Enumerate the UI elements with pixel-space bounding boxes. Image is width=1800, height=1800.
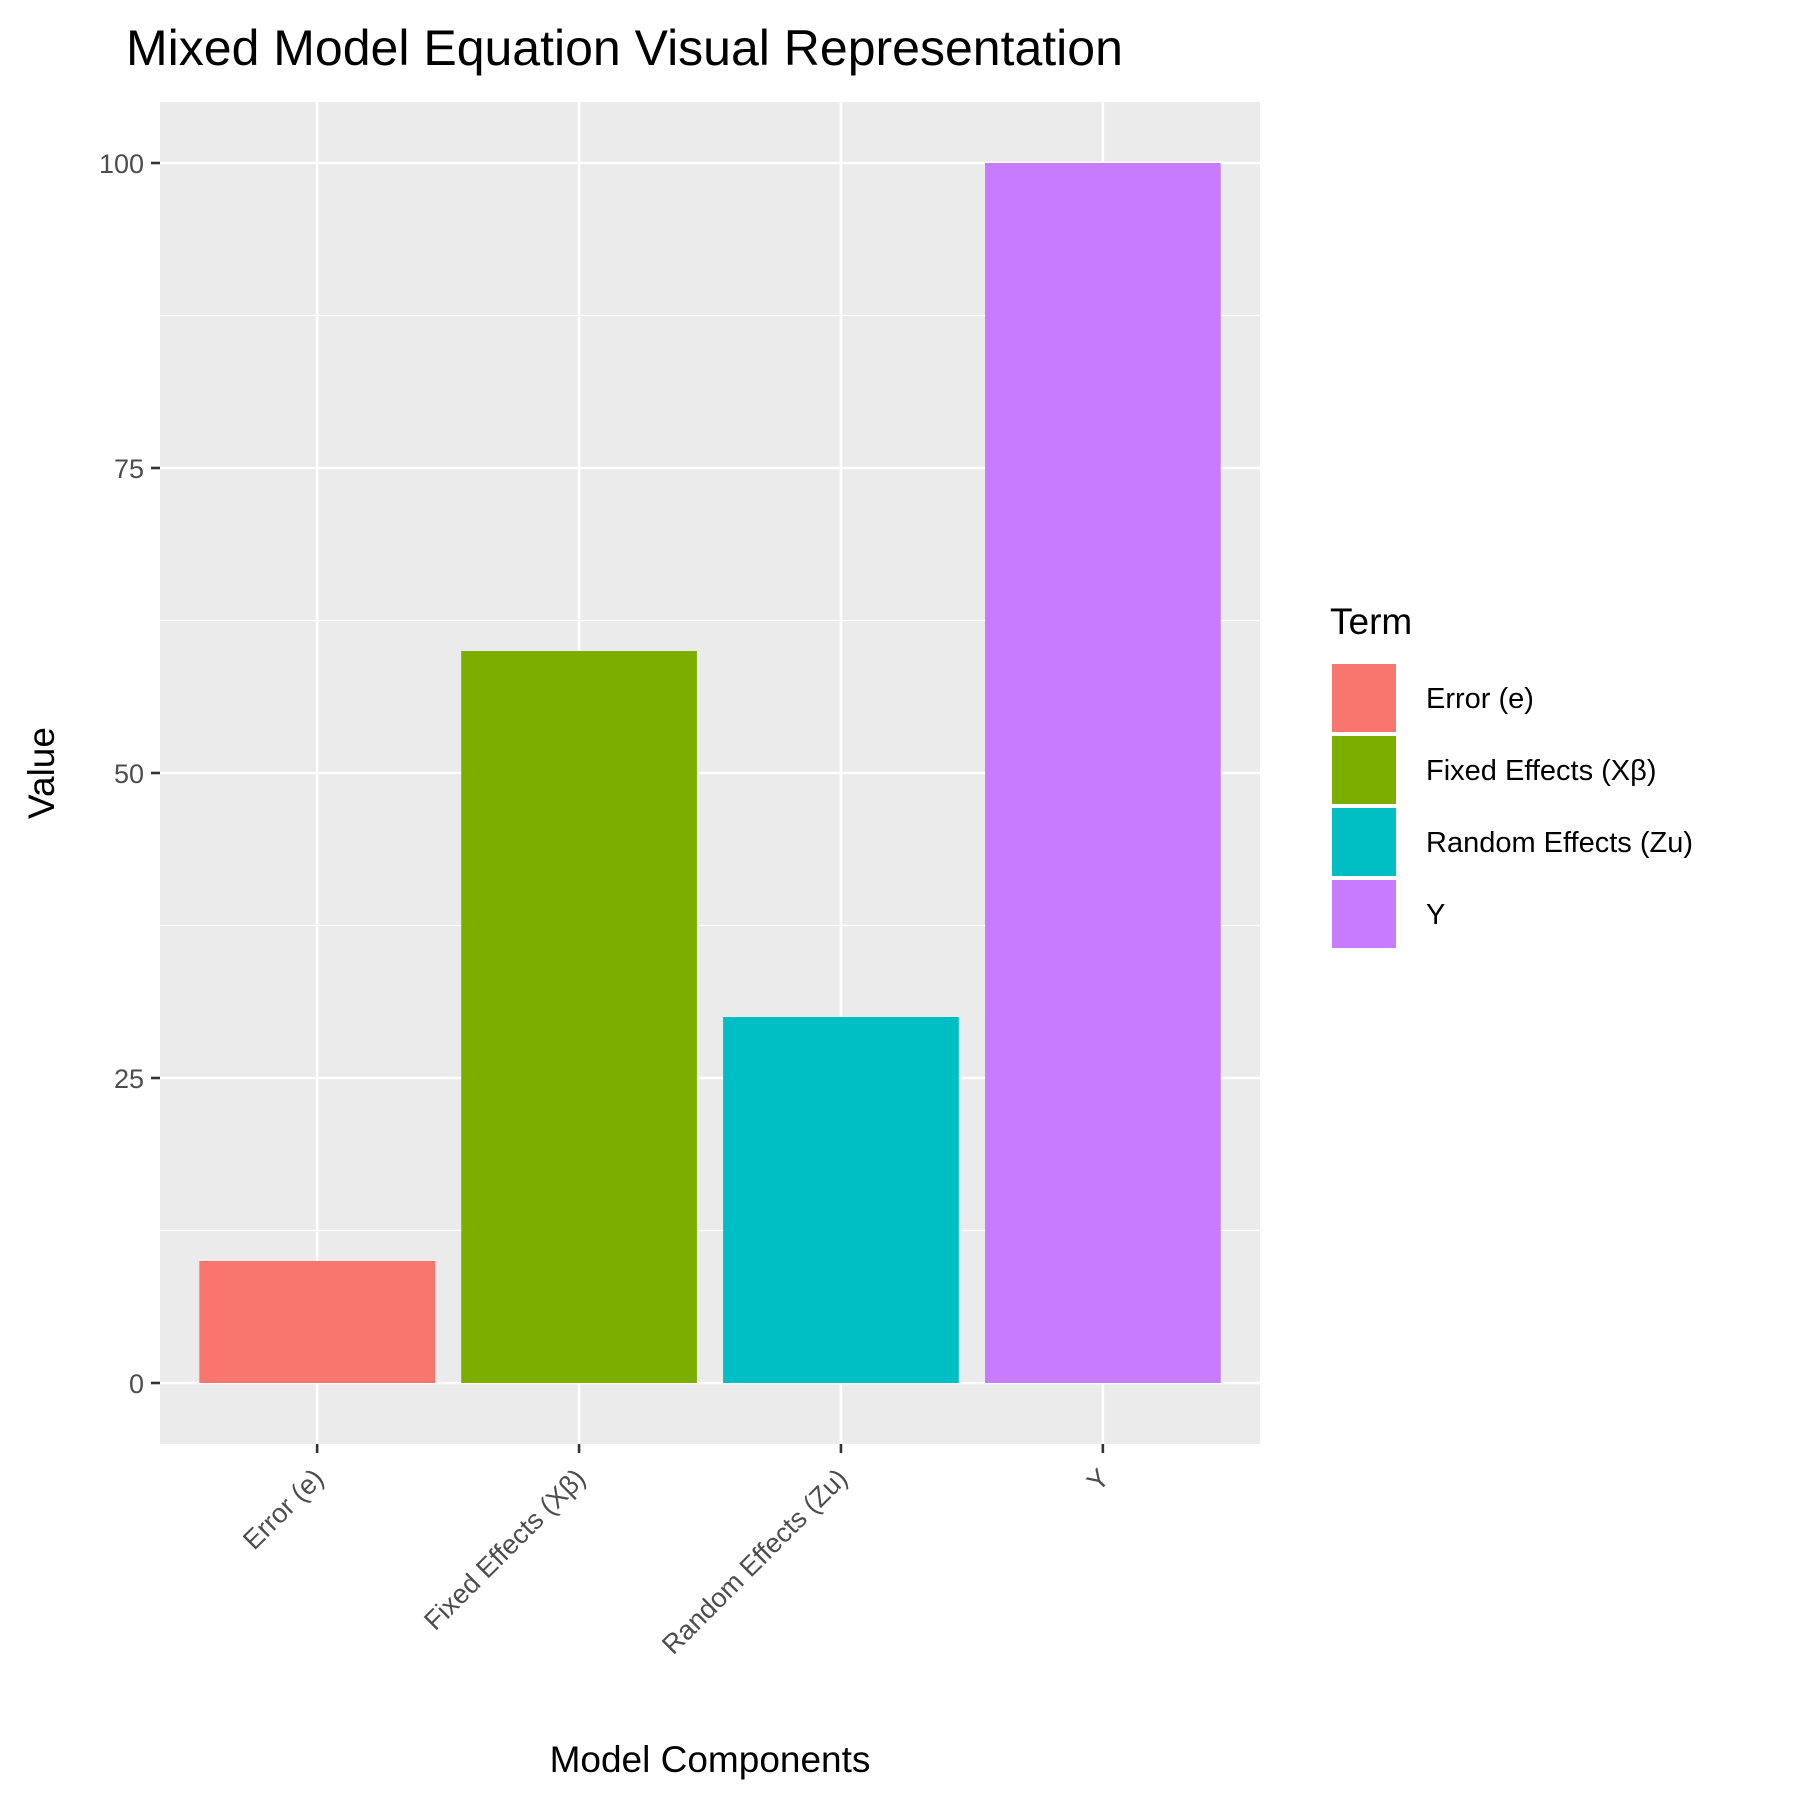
x-tick-label: Fixed Effects (Xβ) — [418, 1463, 591, 1636]
x-axis-title: Model Components — [550, 1739, 871, 1780]
y-tick-label: 0 — [129, 1369, 144, 1399]
legend: Term Error (e) Fixed Effects (Xβ) Random E… — [1330, 601, 1693, 950]
chart-title: Mixed Model Equation Visual Representati… — [126, 20, 1123, 76]
bar — [461, 651, 697, 1383]
legend-swatch — [1332, 880, 1396, 948]
y-tick-label: 100 — [99, 149, 144, 179]
legend-swatch — [1332, 736, 1396, 804]
legend-label: Random Effects (Zu) — [1426, 827, 1693, 859]
legend-label: Error (e) — [1426, 683, 1534, 715]
y-tick-label: 50 — [114, 759, 144, 789]
bars — [199, 163, 1221, 1383]
legend-swatch — [1332, 664, 1396, 732]
legend-items: Error (e) Fixed Effects (Xβ) Random Effect… — [1330, 662, 1693, 950]
y-tick-label: 75 — [114, 454, 144, 484]
y-axis-title: Value — [21, 727, 62, 819]
x-tick-label: Random Effects (Zu) — [656, 1463, 853, 1660]
legend-swatch — [1332, 808, 1396, 876]
bar — [723, 1017, 959, 1383]
legend-title: Term — [1330, 601, 1412, 642]
bar — [199, 1261, 435, 1383]
y-tick-label: 25 — [114, 1064, 144, 1094]
x-tick-label: Y — [1081, 1463, 1115, 1497]
bar — [985, 163, 1221, 1383]
x-tick-label: Error (e) — [237, 1463, 329, 1555]
legend-label: Y — [1426, 899, 1445, 931]
legend-label: Fixed Effects (Xβ) — [1426, 755, 1657, 787]
